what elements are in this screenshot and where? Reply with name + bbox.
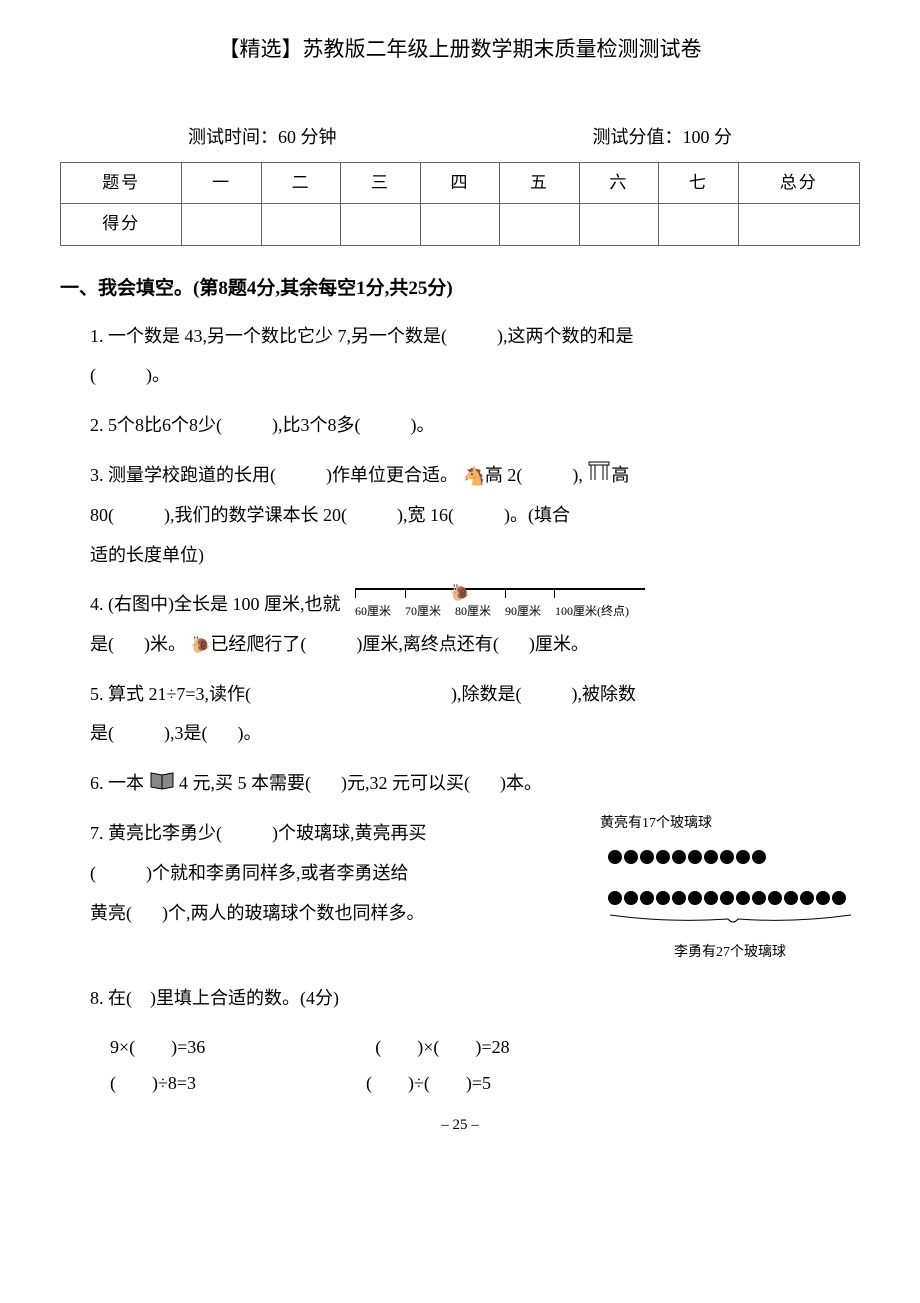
q8-expr: ( )÷( )=5	[366, 1065, 491, 1101]
snail-icon: 🐌	[450, 576, 470, 611]
q3-text: 80(	[90, 505, 114, 525]
q6-text: )本。	[500, 773, 542, 793]
q8-expr: 9×( )=36	[110, 1029, 205, 1065]
q6-text: )元,32 元可以买(	[341, 773, 470, 793]
q1-text: 1. 一个数是 43,另一个数比它少 7,另一个数是(	[90, 326, 447, 346]
score-cell	[261, 204, 340, 245]
table-row: 题号 一 二 三 四 五 六 七 总分	[61, 163, 860, 204]
col-header: 七	[659, 163, 738, 204]
col-header: 一	[182, 163, 261, 204]
score-cell	[738, 204, 859, 245]
q6-text: 4 元,买 5 本需要(	[179, 773, 311, 793]
q7-text: 7. 黄亮比李勇少(	[90, 823, 222, 843]
question-5: 5. 算式 21÷7=3,读作( ),除数是( ),被除数 是( ),3是( )。	[90, 675, 860, 754]
bead-diagram-box: 黄亮有17个玻璃球 李勇有27个玻璃球	[600, 809, 860, 969]
question-8: 8. 在( )里填上合适的数。(4分)	[90, 979, 860, 1019]
question-2: 2. 5个8比6个8少( ),比3个8多( )。	[90, 406, 860, 446]
book-icon	[149, 765, 175, 805]
page-title: 【精选】苏教版二年级上册数学期末质量检测测试卷	[60, 30, 860, 70]
q3-text: 高 2(	[485, 465, 523, 485]
score-cell	[420, 204, 499, 245]
q4-text: )厘米。	[529, 634, 589, 654]
score-cell	[579, 204, 658, 245]
score-label: 测试分值：100 分	[593, 120, 733, 154]
ruler-diagram: 🐌 60厘米 70厘米 80厘米 90厘米 100厘米(终点)	[355, 588, 645, 624]
q7-text: (	[90, 863, 96, 883]
page-number: – 25 –	[60, 1111, 860, 1140]
score-cell	[341, 204, 420, 245]
bead-row-huang	[608, 850, 766, 864]
q3-text: 适的长度单位)	[90, 545, 204, 565]
q8-row: ( )÷8=3 ( )÷( )=5	[110, 1065, 860, 1101]
ruler-label: 70厘米	[405, 598, 455, 624]
question-4: 4. (右图中)全长是 100 厘米,也就 🐌 60厘米 70厘米 80厘米 9…	[90, 585, 860, 664]
score-cell	[182, 204, 261, 245]
q3-text: ),	[572, 465, 583, 485]
q3-text: )。(填合	[504, 505, 570, 525]
q5-text: 5. 算式 21÷7=3,读作(	[90, 684, 251, 704]
q7-text: )个,两人的玻璃球个数也同样多。	[162, 903, 425, 923]
li-label: 李勇有27个玻璃球	[600, 938, 860, 969]
score-table: 题号 一 二 三 四 五 六 七 总分 得分	[60, 162, 860, 246]
snail-icon: 🐌	[191, 628, 211, 663]
q1-text: (	[90, 365, 96, 385]
section-heading: 一、我会填空。(第8题4分,其余每空1分,共25分)	[60, 271, 860, 307]
question-6: 6. 一本 4 元,买 5 本需要( )元,32 元可以买( )本。	[90, 764, 860, 805]
question-7: 黄亮有17个玻璃球 李勇有27个玻璃球 7. 黄亮比李勇少()个玻璃球,黄亮再买…	[90, 814, 860, 969]
q2-text: )。	[411, 415, 435, 435]
q3-text: ),我们的数学课本长 20(	[164, 505, 347, 525]
q3-text: 高	[611, 465, 629, 485]
test-meta: 测试时间：60 分钟 测试分值：100 分	[60, 120, 860, 154]
desk-icon	[587, 457, 611, 497]
q7-text: )个玻璃球,黄亮再买	[272, 823, 427, 843]
q1-text: ),这两个数的和是	[497, 326, 634, 346]
q8-row: 9×( )=36 ( )×( )=28	[110, 1029, 860, 1065]
q5-text: )。	[238, 723, 262, 743]
q2-text: ),比3个8多(	[272, 415, 361, 435]
q8-expr: ( )×( )=28	[375, 1029, 509, 1065]
q6-text: 6. 一本	[90, 773, 144, 793]
horse-icon: 🐴	[463, 457, 485, 497]
q5-text: ),3是(	[164, 723, 208, 743]
ruler-label: 90厘米	[505, 598, 555, 624]
col-header: 四	[420, 163, 499, 204]
table-row: 得分	[61, 204, 860, 245]
q8-head: 8. 在( )里填上合适的数。(4分)	[90, 988, 339, 1008]
row-label: 题号	[61, 163, 182, 204]
q4-text: 4. (右图中)全长是 100 厘米,也就	[90, 594, 341, 614]
brace-icon	[608, 913, 853, 925]
q1-text: )。	[146, 365, 170, 385]
q8-expr: ( )÷8=3	[110, 1065, 196, 1101]
huang-label: 黄亮有17个玻璃球	[600, 809, 860, 840]
col-header: 六	[579, 163, 658, 204]
score-cell	[659, 204, 738, 245]
score-cell	[500, 204, 579, 245]
q3-text: ),宽 16(	[397, 505, 454, 525]
q3-text: 3. 测量学校跑道的长用(	[90, 465, 276, 485]
q7-text: )个就和李勇同样多,或者李勇送给	[146, 863, 409, 883]
question-3: 3. 测量学校跑道的长用( )作单位更合适。 🐴高 2(), 高 80( ),我们的…	[90, 456, 860, 576]
bead-row-li	[608, 891, 853, 938]
q4-text: )米。	[144, 634, 186, 654]
q4-text: 已经爬行了(	[210, 634, 306, 654]
q3-text: )作单位更合适。	[326, 465, 458, 485]
col-header: 三	[341, 163, 420, 204]
row-label: 得分	[61, 204, 182, 245]
q4-text: )厘米,离终点还有(	[356, 634, 499, 654]
question-1: 1. 一个数是 43,另一个数比它少 7,另一个数是( ),这两个数的和是 ( )。	[90, 317, 860, 396]
col-header: 五	[500, 163, 579, 204]
col-header: 总分	[738, 163, 859, 204]
q5-text: ),除数是(	[451, 684, 522, 704]
ruler-label: 60厘米	[355, 598, 405, 624]
q4-text: 是(	[90, 634, 114, 654]
col-header: 二	[261, 163, 340, 204]
ruler-label: 100厘米(终点)	[555, 598, 645, 624]
time-label: 测试时间：60 分钟	[188, 120, 337, 154]
q7-text: 黄亮(	[90, 903, 132, 923]
q2-text: 2. 5个8比6个8少(	[90, 415, 222, 435]
q5-text: 是(	[90, 723, 114, 743]
q5-text: ),被除数	[572, 684, 637, 704]
